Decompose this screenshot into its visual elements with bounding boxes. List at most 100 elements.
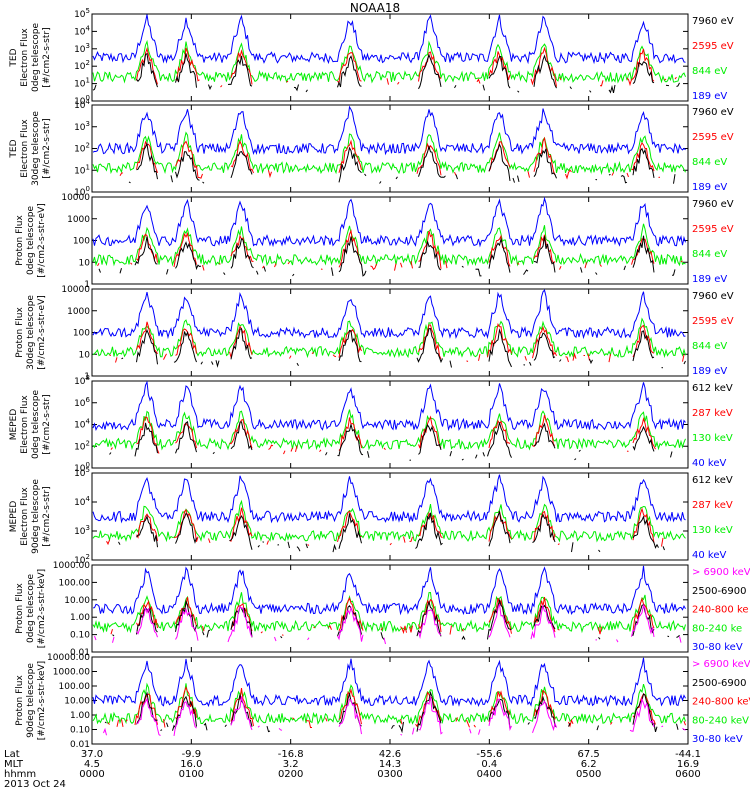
- y-tick-label: 100: [73, 329, 90, 339]
- panel-6: 102 103 104 105 MEPEDElectron Flux90deg tele…: [9, 466, 733, 566]
- series-blue-trace: [92, 474, 686, 524]
- y-tick-label: 108: [74, 374, 90, 387]
- y-tick-label: 1: [84, 280, 90, 290]
- legend-entry: 2595 eV: [692, 132, 734, 143]
- y-tick-label: 0.10: [70, 631, 90, 641]
- x-tick-hhmm: 0000: [79, 769, 104, 780]
- y-tick-label: 101: [74, 77, 90, 90]
- y-axis-label: Proton Flux90deg telescope[#/cm2-s-str-k…: [15, 661, 47, 740]
- panel-frame: [91, 656, 689, 745]
- x-tick-lat: -16.8: [278, 749, 304, 760]
- y-tick-label: 103: [74, 120, 90, 133]
- legend-entry: 240-800 keV: [692, 697, 750, 708]
- legend-entry: 2595 eV: [692, 41, 734, 52]
- panel-8: 0.01 0.10 1.00 10.00 100.00 1000.00 10000.00Pr…: [15, 653, 750, 750]
- x-tick-hhmm: 0300: [377, 769, 402, 780]
- series-red-trace: [97, 229, 683, 271]
- legend-entry: 80-240 ke: [692, 623, 742, 634]
- legend-entry: 287 keV: [692, 408, 733, 419]
- legend-entry: 7960 eV: [692, 291, 734, 302]
- panel-frame: [91, 196, 689, 285]
- series-blue-trace: [92, 657, 686, 708]
- x-tick-mlt: 16.0: [180, 759, 202, 770]
- y-tick-label: 10.00: [64, 697, 90, 707]
- x-tick-mlt: 6.2: [581, 759, 597, 770]
- x-row-label: hhmm: [4, 769, 36, 780]
- x-row-label: Lat: [4, 749, 20, 760]
- y-axis-label: MEPEDElectron Flux90deg telescope[#/cm2-…: [9, 479, 52, 554]
- y-tick-label: 1000: [67, 307, 90, 317]
- x-row-label: MLT: [4, 759, 24, 770]
- panel-3: 1 10 100 1000 10000 Proton Flux0deg telescope…: [15, 193, 734, 290]
- x-tick-mlt: 14.3: [379, 759, 401, 770]
- panel-4: 1 10 100 1000 10000 Proton Flux30deg telescop…: [15, 285, 734, 382]
- y-tick-label: 0.10: [70, 726, 90, 736]
- series-red-trace: [107, 686, 686, 728]
- series-green-trace: [92, 499, 686, 543]
- series-blue-trace: [92, 196, 686, 248]
- y-tick-label: 10000: [61, 285, 90, 295]
- panel-1: 100 101 102 103 104 105 TEDElectron Flux0deg t…: [9, 7, 734, 107]
- y-tick-label: 10.00: [64, 596, 90, 606]
- y-tick-label: 10000: [61, 193, 90, 203]
- y-tick-label: 100: [74, 185, 90, 198]
- y-tick-label: 102: [74, 142, 90, 155]
- y-axis-label: Proton Flux30deg telescope[#/cm2-s-str-e…: [15, 295, 47, 370]
- x-tick-lat: 42.6: [379, 749, 401, 760]
- y-tick-label: 106: [74, 396, 90, 409]
- legend-entry: 7960 eV: [692, 199, 734, 210]
- y-tick-label: 100.00: [59, 578, 91, 588]
- panel-frame: [91, 13, 689, 102]
- x-tick-mlt: 0.4: [481, 759, 497, 770]
- legend-entry: 130 keV: [692, 525, 733, 536]
- legend-entry: 189 eV: [692, 366, 727, 377]
- y-axis-label: Proton Flux0deg telescope[#/cm2-s-str-eV…: [15, 203, 47, 278]
- series-green-trace: [92, 682, 686, 725]
- y-tick-label: 102: [74, 553, 90, 566]
- y-tick-label: 10: [79, 350, 91, 360]
- series-black-trace: [99, 236, 678, 276]
- panel-7: 0.01 0.10 1.00 10.00 100.00 1000.00 Proton Flu…: [15, 561, 750, 658]
- series-red-trace: [107, 508, 686, 547]
- legend-entry: 844 eV: [692, 157, 727, 168]
- legend-entry: > 6900 keV: [692, 567, 750, 578]
- legend-entry: > 6900 keV: [692, 659, 750, 670]
- legend-entry: 844 eV: [692, 249, 727, 260]
- series-blue-trace: [92, 14, 686, 65]
- legend-entry: 612 keV: [692, 383, 733, 394]
- y-tick-label: 0.01: [70, 740, 90, 750]
- y-tick-label: 100.00: [59, 682, 91, 692]
- legend-entry: 80-240 keV: [692, 715, 749, 726]
- y-tick-label: 102: [74, 59, 90, 72]
- series-blue-trace: [92, 565, 686, 616]
- y-tick-label: 1000: [67, 215, 90, 225]
- series-red-trace: [136, 46, 677, 88]
- x-tick-hhmm: 0500: [576, 769, 601, 780]
- y-axis-label: Proton Flux0deg telescope[#/cm2-s-str-ke…: [15, 569, 47, 648]
- y-tick-label: 1.00: [70, 711, 90, 721]
- y-tick-label: 103: [74, 42, 90, 55]
- x-tick-lat: -55.6: [476, 749, 502, 760]
- legend-entry: 287 keV: [692, 500, 733, 511]
- x-tick-hhmm: 0400: [477, 769, 502, 780]
- legend-entry: 30-80 keV: [692, 734, 743, 745]
- y-tick-label: 0.01: [70, 648, 90, 658]
- x-tick-hhmm: 0100: [179, 769, 204, 780]
- y-tick-label: 103: [74, 524, 90, 537]
- y-tick-label: 104: [74, 98, 90, 111]
- y-tick-label: 105: [74, 466, 90, 479]
- legend-entry: 844 eV: [692, 66, 727, 77]
- legend-entry: 2595 eV: [692, 224, 734, 235]
- x-tick-lat: 37.0: [81, 749, 103, 760]
- legend-entry: 189 eV: [692, 274, 727, 285]
- y-tick-label: 104: [74, 418, 90, 431]
- legend-entry: 130 keV: [692, 433, 733, 444]
- legend-entry: 40 keV: [692, 458, 726, 469]
- legend-entry: 7960 eV: [692, 16, 734, 27]
- legend-entry: 612 keV: [692, 475, 733, 486]
- panel-frame: [91, 104, 689, 193]
- x-tick-mlt: 3.2: [283, 759, 299, 770]
- y-tick-label: 100: [73, 237, 90, 247]
- y-tick-label: 100: [74, 461, 90, 474]
